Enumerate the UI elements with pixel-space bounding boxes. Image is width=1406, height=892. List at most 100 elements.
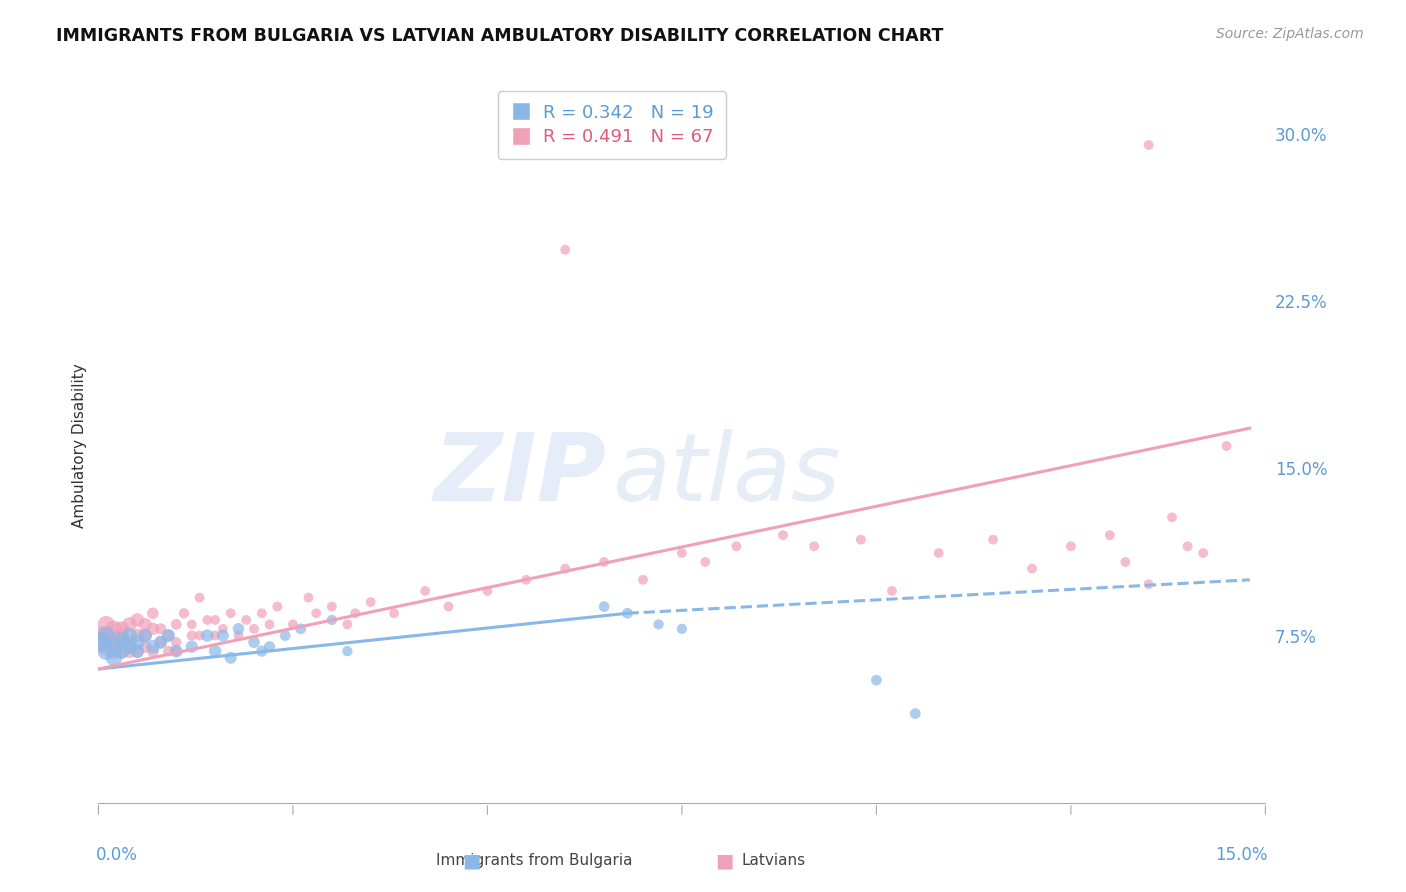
Point xyxy=(671,622,693,636)
Point xyxy=(981,533,1004,547)
Text: 15.0%: 15.0% xyxy=(1215,846,1268,863)
Text: IMMIGRANTS FROM BULGARIA VS LATVIAN AMBULATORY DISABILITY CORRELATION CHART: IMMIGRANTS FROM BULGARIA VS LATVIAN AMBU… xyxy=(56,27,943,45)
Point xyxy=(103,651,125,665)
Point xyxy=(149,635,172,649)
Point xyxy=(188,591,211,605)
Point xyxy=(695,555,717,569)
Point xyxy=(671,546,693,560)
Point xyxy=(243,635,266,649)
Legend: R = 0.342   N = 19, R = 0.491   N = 67: R = 0.342 N = 19, R = 0.491 N = 67 xyxy=(498,91,725,159)
Point xyxy=(142,640,165,654)
Point xyxy=(259,640,281,654)
Point xyxy=(118,617,141,632)
Point xyxy=(1021,562,1043,576)
Point xyxy=(928,546,950,560)
Point xyxy=(250,607,273,621)
Point xyxy=(142,607,165,621)
Point xyxy=(1215,439,1237,453)
Point xyxy=(180,628,202,642)
Point xyxy=(281,617,304,632)
Point xyxy=(336,617,359,632)
Point xyxy=(149,635,172,649)
Point xyxy=(360,595,382,609)
Point xyxy=(336,644,359,658)
Point xyxy=(142,622,165,636)
Point xyxy=(212,628,235,642)
Point xyxy=(111,644,134,658)
Point xyxy=(437,599,460,614)
Point xyxy=(616,607,638,621)
Point xyxy=(111,622,134,636)
Point xyxy=(413,583,436,598)
Point xyxy=(90,635,112,649)
Point xyxy=(235,613,257,627)
Point xyxy=(188,628,211,642)
Point xyxy=(865,673,887,687)
Point xyxy=(111,633,134,648)
Point xyxy=(165,644,187,658)
Point xyxy=(111,628,134,642)
Point xyxy=(157,644,180,658)
Point xyxy=(111,635,134,649)
Point xyxy=(111,644,134,658)
Point xyxy=(382,607,405,621)
Text: 0.0%: 0.0% xyxy=(96,846,138,863)
Text: atlas: atlas xyxy=(612,429,841,520)
Point xyxy=(204,613,226,627)
Point xyxy=(127,644,149,658)
Point xyxy=(173,607,195,621)
Point xyxy=(228,622,250,636)
Point xyxy=(118,640,141,654)
Point xyxy=(515,573,537,587)
Point xyxy=(321,599,343,614)
Point xyxy=(344,607,367,621)
Point xyxy=(554,243,576,257)
Point xyxy=(1137,138,1160,153)
Point xyxy=(96,644,118,658)
Point xyxy=(477,583,499,598)
Point xyxy=(250,644,273,658)
Point xyxy=(165,635,187,649)
Point xyxy=(142,644,165,658)
Point xyxy=(904,706,927,721)
Point xyxy=(554,562,576,576)
Point xyxy=(103,633,125,648)
Point xyxy=(259,617,281,632)
Point xyxy=(849,533,872,547)
Text: ■: ■ xyxy=(461,851,481,871)
Point xyxy=(219,651,242,665)
Point xyxy=(157,628,180,642)
Point xyxy=(631,573,654,587)
Point xyxy=(1137,577,1160,591)
Point xyxy=(266,599,288,614)
Point xyxy=(149,622,172,636)
Point xyxy=(165,644,187,658)
Point xyxy=(118,628,141,642)
Point xyxy=(1114,555,1136,569)
Point xyxy=(127,644,149,658)
Point xyxy=(103,622,125,636)
Point xyxy=(127,613,149,627)
Point xyxy=(134,617,156,632)
Point xyxy=(219,607,242,621)
Point xyxy=(134,628,156,642)
Point xyxy=(228,628,250,642)
Point xyxy=(297,591,319,605)
Y-axis label: Ambulatory Disability: Ambulatory Disability xyxy=(72,364,87,528)
Point xyxy=(880,583,903,598)
Point xyxy=(96,617,118,632)
Point xyxy=(134,640,156,654)
Point xyxy=(91,635,114,649)
Point xyxy=(593,555,616,569)
Point xyxy=(305,607,328,621)
Point xyxy=(118,635,141,649)
Point xyxy=(91,628,114,642)
Point xyxy=(103,640,125,654)
Point xyxy=(96,640,118,654)
Point xyxy=(180,640,202,654)
Point xyxy=(772,528,794,542)
Point xyxy=(204,644,226,658)
Point xyxy=(134,628,156,642)
Point xyxy=(1192,546,1215,560)
Point xyxy=(803,539,825,553)
